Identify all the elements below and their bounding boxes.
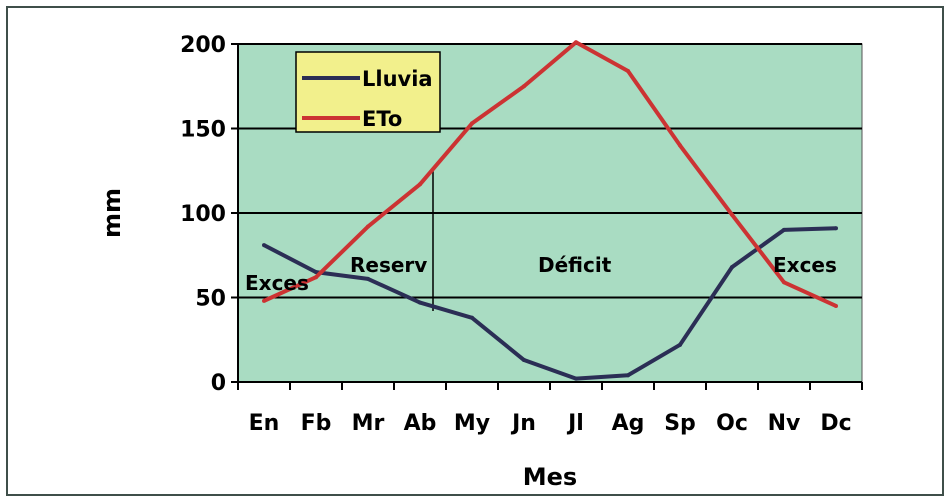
legend-label: ETo <box>362 107 402 131</box>
x-tick-label: Mr <box>352 411 385 436</box>
x-tick-label: Jn <box>510 411 536 436</box>
series-layer <box>262 40 838 381</box>
data-point <box>418 182 422 187</box>
data-point <box>782 280 786 285</box>
data-point <box>262 298 266 303</box>
data-point <box>678 342 682 347</box>
gridlines <box>238 43 862 299</box>
data-point <box>418 300 422 305</box>
data-point <box>782 227 786 232</box>
data-point <box>730 212 734 217</box>
series-line <box>263 40 837 308</box>
data-point <box>522 84 526 89</box>
data-point <box>574 376 578 381</box>
data-point <box>470 315 474 320</box>
x-tick-label: Ab <box>404 411 437 436</box>
y-tick-label: 200 <box>180 33 226 58</box>
x-tick-labels: En Fb Mr Ab My Jn Jl Ag Sp Oc Nv Dc <box>249 411 852 436</box>
y-axis-title: mm <box>98 188 126 238</box>
data-point <box>626 373 630 378</box>
data-point <box>366 276 370 281</box>
y-tick-label: 50 <box>195 287 226 312</box>
region-label: Déficit <box>538 253 612 277</box>
x-tick-label: Jl <box>566 411 584 436</box>
x-axis-title: Mes <box>523 463 577 491</box>
data-point <box>262 243 266 248</box>
x-tick-label: Sp <box>664 411 696 436</box>
y-tick-label: 150 <box>180 118 226 143</box>
x-tick-label: Ag <box>612 411 645 436</box>
x-tick-label: En <box>249 411 280 436</box>
data-point <box>522 358 526 363</box>
axes <box>231 43 863 390</box>
y-tick-label: 0 <box>211 371 226 396</box>
data-point <box>574 40 578 45</box>
data-point <box>314 275 318 280</box>
y-tick-label: 100 <box>180 202 226 227</box>
x-tick-label: Oc <box>716 411 748 436</box>
data-point <box>730 265 734 270</box>
x-tick-label: Fb <box>301 411 332 436</box>
legend-box <box>295 51 441 133</box>
legend: Lluvia ETo <box>295 51 441 133</box>
data-point <box>678 143 682 148</box>
series-lluvia <box>262 226 838 381</box>
region-label: Exces <box>245 271 309 295</box>
region-labels: Exces Reserv Déficit Exces <box>245 253 837 295</box>
region-label: Reserv <box>350 253 427 277</box>
data-point <box>626 69 630 74</box>
data-point <box>314 270 318 275</box>
x-tick-label: Dc <box>820 411 851 436</box>
series-eto <box>262 40 838 308</box>
y-tick-labels: 0 50 100 150 200 <box>180 33 226 396</box>
series-line <box>263 226 837 381</box>
x-tick-label: My <box>454 411 490 436</box>
region-label: Exces <box>773 253 837 277</box>
data-point <box>834 226 838 231</box>
x-tick-label: Nv <box>768 411 801 436</box>
legend-label: Lluvia <box>362 67 433 91</box>
data-point <box>470 121 474 126</box>
data-point <box>834 303 838 308</box>
data-point <box>366 224 370 229</box>
